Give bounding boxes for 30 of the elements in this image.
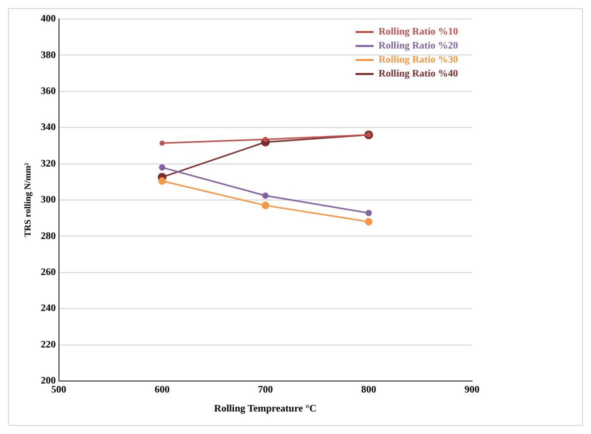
x-tick-label: 600 [154, 384, 170, 396]
legend-label: Rolling Ratio %10 [378, 26, 458, 38]
x-axis-title: Rolling Tempreature °C [214, 404, 317, 415]
y-tick-label: 320 [40, 158, 56, 170]
x-tick-label: 900 [464, 384, 480, 396]
legend-label: Rolling Ratio %20 [378, 40, 458, 52]
y-tick-label: 220 [40, 339, 56, 350]
point [158, 164, 166, 171]
legend-label: Rolling Ratio %30 [378, 54, 458, 66]
y-tick-label: 200 [40, 376, 56, 387]
point [262, 136, 268, 142]
point [158, 177, 166, 185]
point [364, 218, 372, 226]
point [262, 202, 270, 210]
y-axis-title: TRS rolling N/mm² [22, 162, 33, 238]
y-tick-label: 400 [40, 14, 56, 25]
x-tick-label: 500 [51, 384, 66, 396]
legend-label: Rolling Ratio %40 [378, 68, 458, 80]
y-tick-label: 260 [40, 266, 56, 278]
point [160, 140, 165, 146]
point [366, 210, 372, 216]
y-tick-label: 340 [40, 122, 56, 134]
x-tick-label: 700 [258, 384, 273, 396]
point [262, 192, 269, 199]
x-tick-label: 800 [361, 384, 376, 396]
y-tick-label: 360 [40, 86, 56, 97]
y-tick-label: 240 [40, 303, 56, 314]
y-tick-label: 380 [40, 50, 56, 61]
y-tick-label: 280 [40, 230, 56, 242]
y-tick-label: 300 [40, 194, 56, 206]
